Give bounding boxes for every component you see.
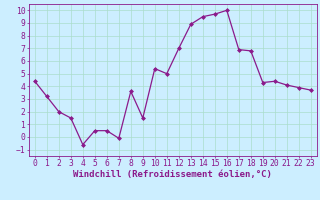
X-axis label: Windchill (Refroidissement éolien,°C): Windchill (Refroidissement éolien,°C) [73,170,272,179]
